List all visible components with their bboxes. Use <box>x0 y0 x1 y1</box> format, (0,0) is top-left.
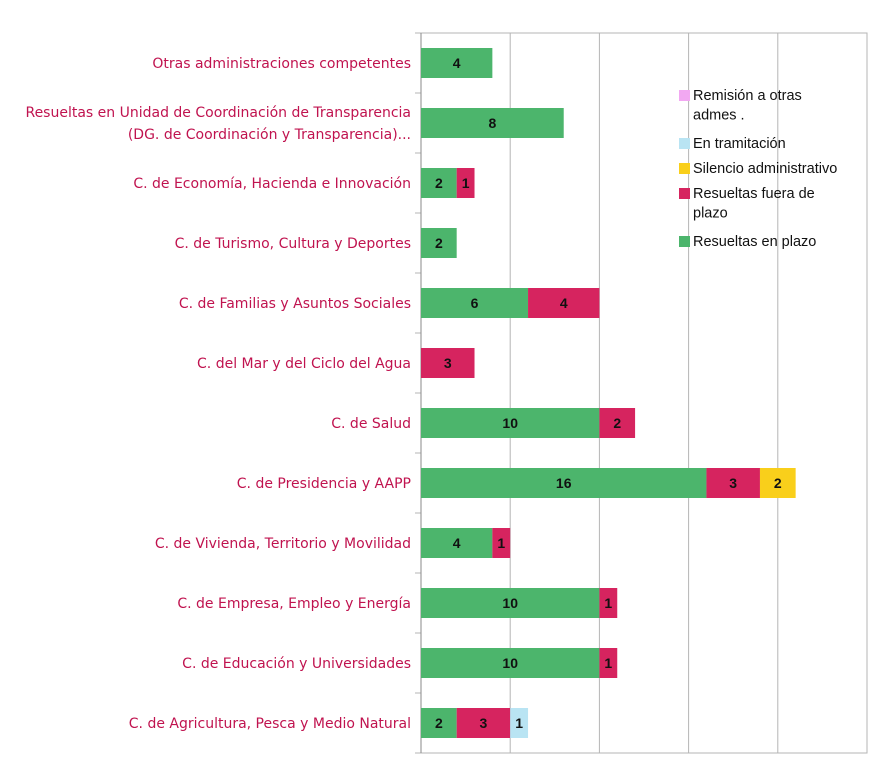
bar-segment-resueltas-fuera-de-plazo <box>599 588 618 618</box>
bar-segment-resueltas-en-plazo <box>421 648 600 678</box>
data-label: 8 <box>488 115 496 131</box>
bar-segment-resueltas-en-plazo <box>421 48 493 78</box>
legend-swatch <box>679 138 690 149</box>
data-label: 2 <box>435 715 443 731</box>
bar-segment-resueltas-en-plazo <box>421 468 707 498</box>
category-label: C. de Presidencia y AAPP <box>237 476 411 492</box>
data-label: 10 <box>502 655 518 671</box>
category-label: C. de Vivienda, Territorio y Movilidad <box>155 536 411 552</box>
data-label: 3 <box>444 355 452 371</box>
bar-segment-resueltas-fuera-de-plazo <box>456 168 475 198</box>
category-label: C. del Mar y del Ciclo del Agua <box>197 356 411 372</box>
bar-segment-resueltas-fuera-de-plazo <box>456 708 511 738</box>
bar-segment-resueltas-en-plazo <box>421 588 600 618</box>
legend-label: admes . <box>693 108 745 124</box>
bar-segment-resueltas-fuera-de-plazo <box>599 648 618 678</box>
bar-segment-resueltas-en-plazo <box>421 228 457 258</box>
data-label: 4 <box>453 535 461 551</box>
legend-swatch <box>679 90 690 101</box>
category-label: Resueltas en Unidad de Coordinación de T… <box>25 105 411 121</box>
category-label: C. de Turismo, Cultura y Deportes <box>175 236 411 252</box>
data-label: 2 <box>435 175 443 191</box>
bar-segment-resueltas-fuera-de-plazo <box>528 288 600 318</box>
data-label: 2 <box>435 235 443 251</box>
legend-label: plazo <box>693 206 728 222</box>
data-label: 6 <box>471 295 479 311</box>
data-label: 10 <box>502 595 518 611</box>
data-label: 3 <box>480 715 488 731</box>
category-label: C. de Empresa, Empleo y Energía <box>177 596 411 612</box>
legend-swatch <box>679 163 690 174</box>
category-label: (DG. de Coordinación y Transparencia)... <box>128 127 411 143</box>
category-label: C. de Agricultura, Pesca y Medio Natural <box>129 716 411 732</box>
bar-segment-resueltas-en-plazo <box>421 288 529 318</box>
data-label: 1 <box>497 535 505 551</box>
bar-segment-resueltas-en-plazo <box>421 528 493 558</box>
data-label: 3 <box>729 475 737 491</box>
data-label: 10 <box>502 415 518 431</box>
bar-segment-resueltas-fuera-de-plazo <box>599 408 636 438</box>
bar-segment-resueltas-fuera-de-plazo <box>492 528 511 558</box>
legend-label: En tramitación <box>693 136 786 152</box>
data-label: 2 <box>774 475 782 491</box>
category-label: Otras administraciones competentes <box>152 56 411 72</box>
category-label: C. de Familias y Asuntos Sociales <box>179 296 411 312</box>
legend-swatch <box>679 236 690 247</box>
legend-label: Silencio administrativo <box>693 161 837 177</box>
bar-segment-resueltas-en-plazo <box>421 408 600 438</box>
data-label: 4 <box>453 55 461 71</box>
data-label: 1 <box>604 595 612 611</box>
legend-swatch <box>679 188 690 199</box>
data-label: 1 <box>515 715 523 731</box>
bar-segment-resueltas-en-plazo <box>421 708 457 738</box>
bar-segment-resueltas-fuera-de-plazo <box>421 348 475 378</box>
data-label: 2 <box>613 415 621 431</box>
bar-segment-resueltas-fuera-de-plazo <box>706 468 760 498</box>
category-label: C. de Educación y Universidades <box>182 656 411 672</box>
data-label: 4 <box>560 295 568 311</box>
bar-segment-resueltas-en-plazo <box>421 168 457 198</box>
legend-label: Resueltas fuera de <box>693 186 815 202</box>
data-label: 1 <box>462 175 470 191</box>
bar-segment-en-tramitacion <box>510 708 529 738</box>
legend-label: Resueltas en plazo <box>693 234 816 250</box>
data-label: 1 <box>604 655 612 671</box>
category-label: C. de Salud <box>331 416 411 432</box>
category-label: C. de Economía, Hacienda e Innovación <box>133 176 411 192</box>
bar-segment-silencio-administrativo <box>759 468 796 498</box>
legend-label: Remisión a otras <box>693 88 802 104</box>
plot-area-border <box>420 32 868 754</box>
bar-segment-resueltas-en-plazo <box>421 108 564 138</box>
data-label: 16 <box>556 475 572 491</box>
